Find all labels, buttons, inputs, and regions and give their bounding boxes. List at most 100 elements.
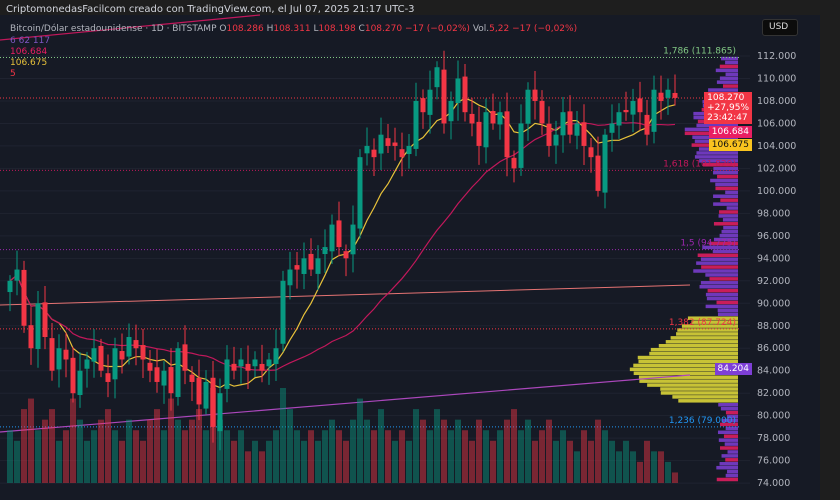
y-tick-label: 100.000 <box>757 186 796 197</box>
volume-bar <box>497 430 503 483</box>
high-value: 108.311 <box>273 24 310 34</box>
candle-body <box>57 348 62 369</box>
volume-bar <box>238 430 244 483</box>
indicator-legend-2: 106.684 <box>10 47 47 57</box>
candle-body <box>547 124 552 146</box>
candle-body <box>498 112 503 124</box>
candle-body <box>302 258 307 274</box>
volume-bar <box>378 409 384 483</box>
volume-bar <box>357 399 363 483</box>
volume-bar <box>364 420 370 483</box>
volume-bar <box>56 441 62 483</box>
volume-bar <box>588 441 594 483</box>
volume-profile-bar <box>715 183 738 187</box>
volume-profile-bar <box>714 222 738 226</box>
volume-profile-bar <box>716 466 738 470</box>
last-price: 108.270 <box>707 93 749 103</box>
candle-body <box>204 382 209 409</box>
candle-body <box>239 359 244 366</box>
ma-slow-line <box>10 123 675 371</box>
volume-bar <box>434 409 440 483</box>
volume-label: Vol. <box>473 24 489 34</box>
candle-body <box>99 346 104 371</box>
candle-body <box>8 281 13 292</box>
candle-body <box>288 270 293 286</box>
volume-bar <box>21 409 27 483</box>
last-price-tag: 108.270 +27,95% 23:42:47 <box>704 92 752 124</box>
ma-fast-tag: 106.675 <box>709 139 752 151</box>
y-tick-label: 102.000 <box>757 163 796 174</box>
volume-profile-bar <box>718 309 738 313</box>
volume-bar <box>259 451 265 483</box>
volume-profile-bar <box>726 427 738 431</box>
y-tick-label: 88.000 <box>757 321 790 332</box>
candle-body <box>414 101 419 149</box>
volume-bar <box>343 441 349 483</box>
candle-body <box>589 147 594 157</box>
price-chart[interactable]: 112.000110.000108.000106.000104.000102.0… <box>0 0 840 500</box>
volume-bar <box>490 441 496 483</box>
volume-profile-bar <box>728 450 738 454</box>
candle-body <box>512 158 517 169</box>
candle-body <box>435 67 440 87</box>
candle-body <box>190 375 195 382</box>
volume-bar <box>70 399 76 483</box>
volume-profile-bar <box>706 305 738 309</box>
volume-bar <box>406 441 412 483</box>
y-tick-label: 76.000 <box>757 456 790 467</box>
candle-body <box>477 122 482 146</box>
volume-profile-bar <box>713 195 738 199</box>
candle-body <box>421 98 426 112</box>
volume-bar <box>469 441 475 483</box>
volume-profile-bar <box>718 431 738 435</box>
volume-bar <box>112 430 118 483</box>
volume-bar <box>77 420 83 483</box>
last-price-percent: +27,95% <box>707 103 749 113</box>
y-tick-label: 80.000 <box>757 411 790 422</box>
volume-profile-bar <box>713 250 738 254</box>
indicator-legend-3: 106.675 <box>10 58 47 68</box>
volume-bar <box>637 462 643 483</box>
y-tick-label: 104.000 <box>757 141 796 152</box>
volume-profile-bar <box>726 474 738 478</box>
volume-bar <box>518 430 524 483</box>
volume-profile-bar <box>720 234 738 238</box>
candle-body <box>624 110 629 112</box>
volume-bar <box>266 441 272 483</box>
volume-profile-bar <box>720 462 738 466</box>
right-margin <box>820 15 840 500</box>
volume-profile-bar <box>727 206 738 210</box>
volume-profile-bar <box>708 289 738 293</box>
candle-body <box>183 344 188 370</box>
y-tick-label: 96.000 <box>757 231 790 242</box>
candle-body <box>603 135 608 193</box>
ma-slow-tag: 106.684 <box>709 126 752 138</box>
volume-profile-bar <box>727 470 738 474</box>
y-tick-label: 84.000 <box>757 366 790 377</box>
candle-body <box>50 338 55 371</box>
volume-bar <box>539 430 545 483</box>
y-tick-label: 82.000 <box>757 388 790 399</box>
volume-bar <box>224 430 230 483</box>
y-tick-label: 110.000 <box>757 73 796 84</box>
candle-body <box>659 93 664 101</box>
y-tick-label: 90.000 <box>757 298 790 309</box>
candle-body <box>533 90 538 101</box>
poc-tag: 84.204 <box>715 363 753 375</box>
y-tick-label: 86.000 <box>757 343 790 354</box>
candle-body <box>323 247 328 254</box>
volume-bar <box>455 420 461 483</box>
volume-bar <box>609 441 615 483</box>
candle-body <box>246 364 251 371</box>
candle-body <box>330 225 335 252</box>
volume-bar <box>252 441 258 483</box>
candle-body <box>22 270 27 326</box>
candle-body <box>316 258 321 274</box>
volume-profile-bar <box>720 76 738 80</box>
candle-body <box>197 378 202 405</box>
volume-bar <box>420 420 426 483</box>
indicator-legend-4: 5 <box>10 69 16 79</box>
volume-bar <box>168 399 174 483</box>
candle-body <box>92 348 97 361</box>
currency-button[interactable]: USD <box>762 19 798 36</box>
